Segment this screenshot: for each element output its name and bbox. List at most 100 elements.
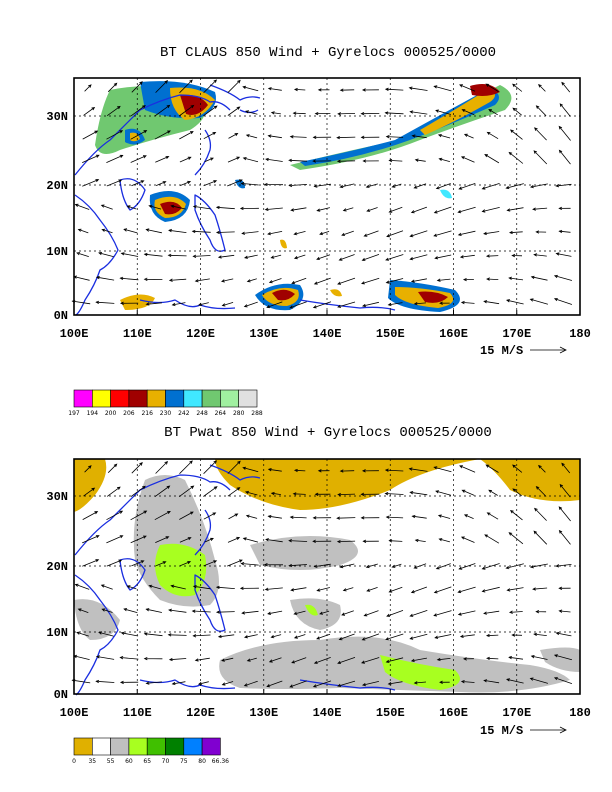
wind-arrow bbox=[221, 681, 234, 686]
wind-arrow bbox=[221, 302, 234, 307]
wind-arrow bbox=[337, 680, 356, 687]
wind-arrow bbox=[314, 492, 331, 496]
wind-arrow bbox=[434, 254, 452, 260]
wind-arrow bbox=[508, 532, 524, 545]
wind-arrow bbox=[385, 657, 404, 663]
wind-arrow bbox=[267, 514, 282, 519]
wind-arrow bbox=[360, 516, 380, 520]
wind-arrow bbox=[437, 134, 451, 139]
wind-arrow bbox=[341, 610, 354, 616]
wind-arrow bbox=[239, 586, 259, 591]
wind-arrow bbox=[337, 657, 356, 664]
wind-arrow bbox=[361, 88, 379, 92]
wind-arrow bbox=[483, 231, 500, 236]
wind-arrow bbox=[512, 83, 523, 92]
wind-arrow bbox=[268, 657, 282, 663]
wind-arrow bbox=[82, 535, 100, 544]
colorbar-label: 206 bbox=[123, 410, 135, 417]
wind-arrow bbox=[387, 681, 403, 686]
wind-arrow bbox=[558, 529, 571, 545]
colorbar-label: 70 bbox=[162, 758, 170, 765]
wind-arrow bbox=[410, 206, 428, 214]
wind-arrow bbox=[154, 104, 171, 117]
wind-arrow bbox=[553, 274, 573, 281]
wind-arrow bbox=[130, 535, 147, 544]
colorbar-label: 200 bbox=[105, 410, 117, 417]
wind-arrow bbox=[95, 275, 115, 281]
lat-label: 10N bbox=[46, 626, 68, 640]
wind-arrow bbox=[388, 539, 403, 543]
colorbar-label: 60 bbox=[125, 758, 133, 765]
wind-arrow bbox=[433, 610, 452, 617]
wind-arrow bbox=[73, 275, 90, 281]
wind-arrow bbox=[179, 79, 193, 94]
wind-arrow bbox=[312, 516, 332, 520]
wind-arrow bbox=[289, 515, 307, 519]
wind-arrow bbox=[215, 610, 235, 614]
wind-arrow bbox=[217, 634, 235, 639]
lon-label: 120E bbox=[186, 706, 215, 720]
wind-arrow bbox=[240, 562, 259, 566]
wind-arrow bbox=[106, 154, 124, 163]
lon-label: 120E bbox=[186, 327, 215, 341]
wind-arrow bbox=[155, 561, 167, 567]
wind-arrow bbox=[535, 230, 547, 234]
wind-arrow bbox=[290, 207, 307, 212]
wind-arrow bbox=[215, 230, 235, 235]
wind-arrow bbox=[290, 587, 307, 592]
wind-arrow bbox=[339, 183, 355, 189]
wind-arrow bbox=[388, 158, 403, 163]
wind-arrow bbox=[535, 610, 547, 614]
wind-arrow bbox=[228, 132, 239, 139]
wind-arrow bbox=[131, 81, 143, 93]
wind-arrow bbox=[505, 563, 524, 570]
wind-arrow bbox=[535, 485, 547, 497]
wind-arrow bbox=[529, 677, 549, 684]
wind-arrow bbox=[106, 510, 124, 521]
wind-arrow bbox=[512, 488, 522, 497]
wind-arrow bbox=[530, 275, 548, 281]
wind-arrow bbox=[391, 183, 402, 188]
wind-arrow bbox=[120, 631, 139, 637]
colorbar-swatch bbox=[92, 737, 111, 756]
wind-arrow bbox=[265, 538, 283, 543]
wind-arrow bbox=[481, 586, 500, 593]
wind-arrow bbox=[534, 127, 547, 141]
wind-arrow bbox=[194, 657, 210, 662]
wind-arrow bbox=[508, 230, 523, 235]
lon-label: 170E bbox=[502, 327, 531, 341]
wind-arrow bbox=[362, 539, 379, 543]
wind-arrow bbox=[95, 300, 115, 305]
wind-arrow bbox=[366, 587, 378, 592]
wind-arrow bbox=[361, 633, 380, 641]
wind-arrow bbox=[77, 228, 89, 234]
wind-arrow bbox=[228, 513, 239, 520]
wind-arrow bbox=[106, 105, 121, 117]
lat-label: 20N bbox=[46, 179, 68, 193]
colorbar-swatch bbox=[73, 389, 93, 408]
wind-arrow bbox=[483, 679, 500, 684]
wind-arrow bbox=[73, 654, 90, 660]
wind-arrow bbox=[317, 469, 330, 473]
wind-arrow bbox=[414, 538, 426, 543]
wind-arrow bbox=[483, 610, 500, 615]
wind-arrow bbox=[433, 85, 452, 92]
wind-arrow bbox=[215, 205, 235, 210]
wind-arrow bbox=[288, 158, 308, 163]
colorbar-swatch bbox=[165, 737, 185, 756]
panel1-coastlines bbox=[74, 84, 396, 316]
panel2-axis-labels: 100E 110E 120E 130E 140E 150E 160E 170E 180 30N 20… bbox=[46, 490, 590, 720]
wind-arrow bbox=[319, 610, 330, 615]
wind-arrow bbox=[148, 204, 162, 210]
wind-arrow bbox=[227, 156, 241, 163]
wind-arrow bbox=[293, 634, 306, 639]
wind-arrow bbox=[488, 489, 498, 496]
wind-arrow bbox=[313, 563, 331, 568]
lat-label: 30N bbox=[46, 110, 68, 124]
wind-arrow bbox=[316, 633, 331, 640]
wind-arrow bbox=[130, 155, 147, 163]
colorbar-swatch bbox=[146, 737, 166, 756]
wind-arrow bbox=[408, 467, 428, 472]
wind-arrow bbox=[339, 88, 355, 92]
lon-label: 180 bbox=[569, 706, 591, 720]
